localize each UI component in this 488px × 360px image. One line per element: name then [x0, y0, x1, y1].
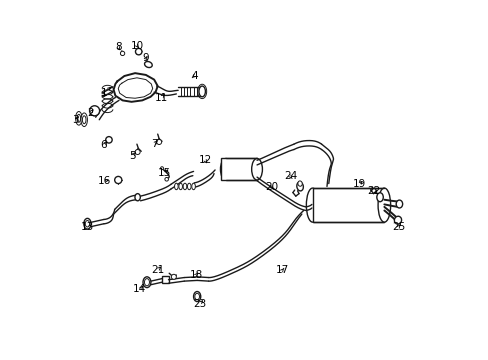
Text: 2: 2 [87, 108, 94, 118]
Ellipse shape [179, 183, 182, 190]
Text: 19: 19 [352, 179, 365, 189]
Ellipse shape [306, 188, 318, 222]
FancyBboxPatch shape [221, 158, 257, 180]
FancyBboxPatch shape [162, 276, 168, 283]
Ellipse shape [174, 183, 178, 190]
Ellipse shape [82, 116, 86, 124]
Text: 24: 24 [283, 171, 296, 181]
Ellipse shape [83, 219, 91, 229]
Ellipse shape [77, 114, 81, 122]
Text: 3: 3 [73, 115, 79, 125]
Circle shape [156, 139, 162, 144]
Ellipse shape [183, 183, 186, 190]
Ellipse shape [193, 292, 201, 302]
Ellipse shape [194, 293, 199, 300]
Text: 23: 23 [193, 299, 206, 309]
Ellipse shape [135, 194, 140, 201]
Circle shape [89, 106, 100, 116]
Text: 7: 7 [150, 139, 157, 149]
Ellipse shape [199, 86, 205, 97]
Text: 13: 13 [81, 222, 94, 231]
Text: 6: 6 [101, 140, 107, 150]
Ellipse shape [142, 277, 151, 288]
Text: 9: 9 [142, 53, 149, 63]
Ellipse shape [144, 62, 152, 68]
Circle shape [171, 274, 176, 279]
Text: 15: 15 [158, 168, 171, 178]
Circle shape [164, 177, 168, 181]
Text: 25: 25 [391, 222, 405, 231]
Text: 20: 20 [264, 182, 277, 192]
Ellipse shape [81, 113, 87, 127]
Ellipse shape [76, 112, 82, 125]
Ellipse shape [297, 181, 302, 186]
Text: 18: 18 [189, 270, 203, 280]
Text: 1: 1 [101, 87, 110, 98]
Circle shape [105, 136, 112, 143]
Ellipse shape [220, 158, 231, 180]
Text: 8: 8 [115, 42, 122, 52]
Circle shape [115, 176, 122, 184]
Circle shape [135, 48, 142, 55]
Circle shape [120, 51, 124, 55]
Ellipse shape [85, 221, 89, 227]
Ellipse shape [187, 183, 191, 190]
Ellipse shape [395, 200, 402, 208]
Ellipse shape [251, 158, 262, 180]
Text: 11: 11 [154, 93, 167, 103]
Text: 22: 22 [367, 186, 380, 196]
Text: 4: 4 [191, 71, 197, 81]
FancyBboxPatch shape [312, 188, 384, 222]
Text: 14: 14 [133, 284, 146, 294]
Text: 12: 12 [198, 155, 211, 165]
Text: 16: 16 [98, 176, 111, 186]
Text: 5: 5 [129, 150, 136, 161]
Ellipse shape [393, 216, 401, 224]
Text: 21: 21 [151, 265, 164, 275]
Circle shape [135, 149, 140, 154]
Ellipse shape [191, 183, 195, 190]
Ellipse shape [144, 279, 149, 286]
Ellipse shape [296, 182, 303, 191]
Circle shape [160, 167, 163, 170]
Text: 10: 10 [130, 41, 143, 50]
Ellipse shape [376, 193, 383, 202]
Text: 17: 17 [275, 265, 288, 275]
Ellipse shape [377, 188, 390, 222]
